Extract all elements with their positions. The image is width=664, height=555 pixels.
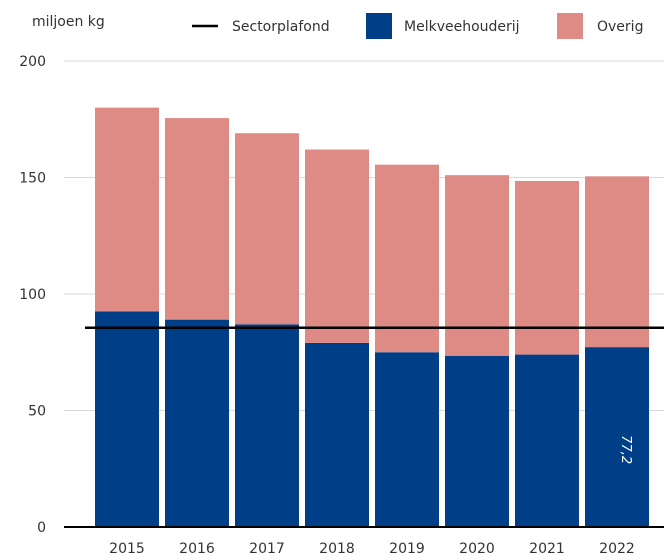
x-axis-ticks: 2015 2016 2017 2018 2019 2020 2021 2022 (109, 541, 635, 555)
x-tick-label-2017: 2017 (249, 541, 285, 555)
legend: Sectorplafond Melkveehouderij Overig (192, 13, 643, 39)
legend-label-sectorplafond: Sectorplafond (232, 19, 330, 35)
bar-2016-overig (165, 118, 229, 320)
bar-2022-overig (585, 176, 649, 348)
x-tick-label-2018: 2018 (319, 541, 355, 555)
bar-2022-melkveehouderij (585, 347, 649, 527)
y-axis-ticks: 0 50 100 150 200 (19, 54, 46, 536)
x-tick-label-2016: 2016 (179, 541, 215, 555)
x-tick-label-2021: 2021 (529, 541, 565, 555)
x-tick-label-2022: 2022 (599, 541, 635, 555)
x-tick-label-2020: 2020 (459, 541, 495, 555)
y-tick-label-150: 150 (19, 171, 46, 187)
bar-2018-overig (305, 149, 369, 343)
data-label-2022-melkveehouderij: 77,2 (618, 435, 633, 464)
legend-label-overig: Overig (597, 19, 643, 35)
bar-2018-melkveehouderij (305, 342, 369, 527)
legend-swatch-overig (557, 13, 583, 39)
bar-2015-melkveehouderij (95, 311, 159, 527)
bar-2020-overig (445, 175, 509, 356)
bar-2017-overig (235, 133, 299, 325)
y-tick-label-100: 100 (19, 287, 46, 303)
y-axis-label: miljoen kg (32, 14, 105, 30)
legend-label-melkveehouderij: Melkveehouderij (404, 19, 520, 35)
bar-2017-melkveehouderij (235, 324, 299, 527)
bars (95, 107, 649, 527)
bar-2016-melkveehouderij (165, 319, 229, 527)
bar-2021-melkveehouderij (515, 354, 579, 527)
y-tick-label-200: 200 (19, 54, 46, 70)
x-tick-label-2019: 2019 (389, 541, 425, 555)
bar-2020-melkveehouderij (445, 355, 509, 527)
bar-2019-overig (375, 164, 439, 353)
x-tick-label-2015: 2015 (109, 541, 145, 555)
bar-2019-melkveehouderij (375, 352, 439, 527)
bar-2015-overig (95, 107, 159, 312)
y-tick-label-0: 0 (37, 520, 46, 536)
bar-2021-overig (515, 180, 579, 355)
y-tick-label-50: 50 (28, 404, 46, 420)
legend-swatch-melkveehouderij (366, 13, 392, 39)
